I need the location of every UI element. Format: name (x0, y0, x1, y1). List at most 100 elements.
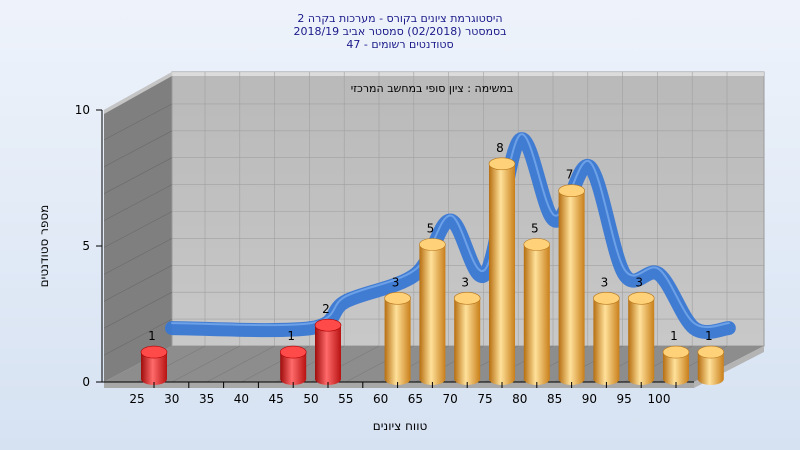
floor-gridline (206, 345, 275, 383)
bar (662, 345, 690, 385)
bar-value-label: 5 (531, 222, 539, 236)
title-line-2: בסמסטר (02/2018) סמסטר אביב 2018/19 (293, 25, 507, 38)
x-tick-label: 35 (199, 392, 214, 406)
bar-top (453, 291, 481, 305)
bar-value-label: 3 (635, 275, 643, 289)
bar-value-label: 1 (148, 329, 156, 343)
bar-body (523, 244, 550, 386)
bar-top (558, 184, 585, 197)
x-tick-label: 65 (408, 392, 423, 406)
x-tick-label: 50 (303, 392, 318, 406)
bar (697, 345, 725, 386)
chart-title: היסטוגרמת ציונים בקורס - מערכות בקרה 2 ב… (0, 12, 800, 51)
bar-top (523, 238, 551, 251)
x-tick-label: 95 (617, 392, 632, 406)
frequency-curve (165, 132, 736, 340)
left-wall-gridline (103, 265, 173, 302)
bar-body (454, 298, 481, 386)
floor-front-edge (104, 382, 694, 388)
bar-value-label: 7 (566, 168, 574, 182)
bar (488, 157, 516, 385)
bar-value-label: 1 (705, 329, 713, 343)
chart-annotation: במשימה : ציון סופי במחשב המרכזי (351, 82, 514, 95)
bar-value-label: 1 (287, 329, 295, 343)
bar-value-label: 1 (670, 329, 678, 343)
left-wall-gridline (103, 103, 173, 141)
bar-top (384, 291, 411, 305)
bar (140, 345, 168, 385)
x-tick-label: 30 (164, 392, 179, 406)
x-tick-label: 85 (547, 392, 562, 406)
bar (453, 291, 481, 386)
bar (558, 184, 585, 386)
x-tick-label: 100 (648, 392, 671, 406)
x-tick-label: 25 (129, 392, 144, 406)
bar-top (140, 345, 168, 359)
bar-body (628, 298, 655, 386)
bar-value-label: 2 (322, 302, 330, 316)
left-wall (104, 72, 172, 382)
left-wall-gridline (103, 184, 173, 221)
bar-value-label: 3 (601, 275, 609, 289)
bar-top (697, 345, 725, 359)
x-axis-label: טווח ציונים (373, 419, 428, 433)
bar-body (419, 244, 446, 386)
left-wall-gridline (103, 130, 173, 168)
bar-body (141, 352, 167, 385)
bar-top (279, 345, 307, 359)
x-tick-label: 55 (338, 392, 353, 406)
y-tick-label: 10 (75, 103, 90, 117)
left-wall-gridline (103, 291, 173, 329)
bar-value-label: 3 (392, 275, 400, 289)
x-tick-label: 70 (443, 392, 458, 406)
bar-top (662, 345, 690, 359)
x-tick-label: 40 (234, 392, 249, 406)
label-layer: 1 1 2 3 5 3 8 5 7 3 3 1 1 (148, 141, 712, 343)
frequency-curve-highlight (171, 133, 730, 329)
bar (279, 345, 307, 386)
left-wall-gridline (103, 318, 173, 356)
curve-layer (165, 132, 736, 340)
bar-body (315, 325, 341, 385)
bar (384, 291, 411, 386)
x-tick-label: 90 (582, 392, 597, 406)
bar-body (489, 163, 515, 385)
title-line-3: סטודנטים רשומים - 47 (346, 38, 454, 51)
bar-value-label: 3 (461, 275, 469, 289)
bar-body (384, 298, 411, 386)
x-tick-label: 45 (269, 392, 284, 406)
bar-body (593, 298, 620, 386)
left-wall-gridline (103, 238, 173, 275)
x-tick-label: 60 (373, 392, 388, 406)
y-axis-label: מספר סטודנטים (37, 205, 51, 288)
x-tick-label: 80 (512, 392, 527, 406)
bar (419, 238, 446, 386)
bar-top (419, 238, 446, 251)
bar-top (488, 157, 516, 171)
bar (593, 291, 620, 386)
x-tick-label: 75 (477, 392, 492, 406)
left-wall-gridline (103, 157, 173, 194)
bar-top (314, 318, 342, 332)
y-tick-label: 0 (82, 375, 90, 389)
bar (627, 291, 655, 386)
bar (314, 318, 342, 385)
bar (523, 238, 551, 386)
bar-body (697, 352, 724, 386)
back-wall-top-edge (104, 72, 764, 114)
floor-gridline (171, 345, 240, 383)
y-tick-label: 5 (82, 239, 90, 253)
bar-top (593, 291, 620, 305)
bar-layer (140, 157, 725, 386)
bar-value-label: 8 (496, 141, 504, 155)
bar-body (280, 352, 307, 386)
bar-body (663, 352, 689, 385)
bar-value-label: 5 (427, 222, 435, 236)
bar-body (558, 190, 585, 386)
bar-top (627, 291, 655, 305)
title-line-1: היסטוגרמת ציונים בקורס - מערכות בקרה 2 (297, 12, 503, 25)
left-wall-gridline (103, 211, 173, 248)
